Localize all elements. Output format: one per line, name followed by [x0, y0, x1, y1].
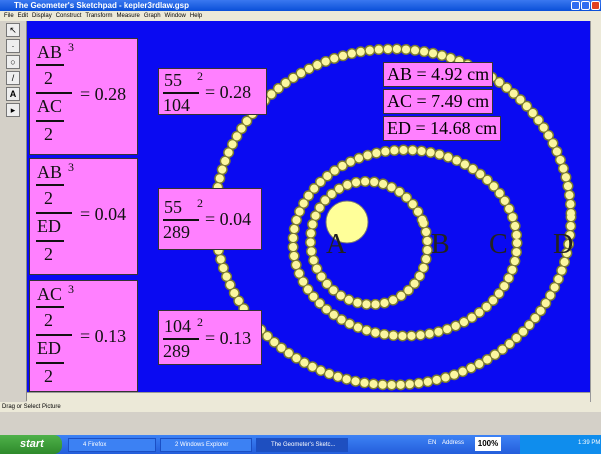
title-bar: The Geometer's Sketchpad - kepler3rdlaw.… — [0, 0, 601, 11]
address-label[interactable]: Address — [442, 440, 465, 446]
numerator: AB — [37, 42, 63, 62]
task-item[interactable]: The Geometer's Sketc... — [256, 438, 348, 452]
sun — [325, 200, 369, 244]
formula-box[interactable]: AB 3 2 AC 2 = 0.28 — [29, 38, 138, 155]
fraction-line — [36, 334, 72, 336]
measurement[interactable]: AB = 4.92 cm — [383, 62, 494, 87]
point-tool[interactable]: · — [6, 39, 20, 53]
point-label: A — [326, 229, 347, 260]
numerator: 55 — [164, 197, 182, 217]
numerator: AC — [37, 96, 63, 116]
fraction-line — [36, 212, 72, 214]
task-item[interactable]: 4 Firefox — [68, 438, 156, 452]
fraction-line — [36, 120, 64, 122]
point-label: D — [553, 229, 573, 260]
fraction-line — [163, 219, 199, 221]
custom-tool[interactable]: ▸ — [6, 103, 20, 117]
fraction-line — [163, 338, 199, 340]
numeric-box[interactable]: 55 2 289 = 0.04 — [158, 188, 262, 250]
fraction-line — [36, 240, 64, 242]
formula-box[interactable]: AB 3 2 ED 2 = 0.04 — [29, 158, 138, 275]
measurement[interactable]: ED = 14.68 cm — [383, 116, 502, 141]
point-label: B — [431, 229, 450, 260]
fraction-line — [163, 92, 199, 94]
window-title: The Geometer's Sketchpad - kepler3rdlaw.… — [14, 1, 189, 10]
measurement[interactable]: AC = 7.49 cm — [383, 89, 494, 114]
numeric-box[interactable]: 104 2 289 = 0.13 — [158, 310, 262, 365]
horizontal-scrollbar[interactable] — [27, 392, 590, 402]
numerator: 104 — [164, 316, 191, 336]
text-tool[interactable]: A — [6, 87, 20, 101]
clock: 1:39 PM — [578, 440, 601, 446]
menu-item[interactable]: File — [4, 13, 14, 19]
numerator: ED — [37, 216, 61, 236]
vertical-scrollbar[interactable] — [590, 21, 601, 402]
fraction-line — [36, 362, 64, 364]
denominator: 2 — [44, 310, 53, 330]
language[interactable]: EN — [428, 440, 437, 446]
start-button[interactable]: start — [0, 435, 62, 454]
denominator: 2 — [44, 366, 53, 386]
exponent: 2 — [197, 69, 203, 83]
point-label: C — [489, 229, 508, 260]
numerator: 55 — [164, 70, 182, 90]
select-tool[interactable]: ↖ — [6, 23, 20, 37]
fraction-line — [36, 64, 64, 66]
numerator: AC — [37, 284, 63, 304]
menu-item[interactable]: Transform — [85, 13, 113, 19]
exponent: 3 — [68, 282, 74, 296]
orbit-middle-beads — [289, 146, 521, 340]
maximize-button[interactable] — [581, 1, 590, 10]
menu-bar: File Edit Display Construct Transform Measure… — [0, 11, 601, 21]
task-item[interactable]: 2 Windows Explorer — [160, 438, 252, 452]
status-bar: Drag or Select Picture — [0, 402, 601, 412]
compass-tool[interactable]: ○ — [6, 55, 20, 69]
close-button[interactable] — [591, 1, 600, 10]
menu-item[interactable]: Display — [32, 13, 52, 19]
minimize-button[interactable] — [571, 1, 580, 10]
result: = 0.28 — [205, 82, 252, 102]
toolbox: ↖ · ○ / A ▸ — [0, 21, 27, 401]
zoom[interactable]: 100% — [475, 437, 501, 451]
status-text: Drag or Select Picture — [2, 404, 61, 410]
line-tool[interactable]: / — [6, 71, 20, 85]
formula-box[interactable]: AC 3 2 ED 2 = 0.13 — [29, 280, 138, 392]
numerator: AB — [37, 162, 63, 182]
fraction-line — [36, 306, 64, 308]
denominator: 2 — [44, 68, 53, 88]
denominator: 104 — [163, 95, 190, 115]
numeric-box[interactable]: 55 2 104 = 0.28 — [158, 68, 267, 115]
menu-item[interactable]: Help — [189, 13, 203, 19]
orbit-inner-beads — [306, 177, 432, 309]
denominator: 2 — [44, 244, 53, 264]
result: = 0.13 — [80, 326, 127, 346]
menu-item[interactable]: Construct — [55, 13, 82, 19]
exponent: 2 — [197, 196, 203, 210]
denominator: 2 — [44, 124, 53, 144]
result: = 0.04 — [205, 209, 252, 229]
menu-item[interactable]: Graph — [143, 13, 161, 19]
result: = 0.04 — [80, 204, 127, 224]
exponent: 3 — [68, 160, 74, 174]
denominator: 2 — [44, 188, 53, 208]
menu-item[interactable]: Window — [164, 13, 186, 19]
exponent: 3 — [68, 40, 74, 54]
numerator: ED — [37, 338, 61, 358]
fraction-line — [36, 184, 64, 186]
exponent: 2 — [197, 315, 203, 329]
result: = 0.28 — [80, 84, 127, 104]
fraction-line — [36, 92, 72, 94]
result: = 0.13 — [205, 328, 252, 348]
denominator: 289 — [163, 341, 190, 361]
denominator: 289 — [163, 222, 190, 242]
menu-item[interactable]: Measure — [116, 13, 140, 19]
menu-item[interactable]: Edit — [17, 13, 29, 19]
